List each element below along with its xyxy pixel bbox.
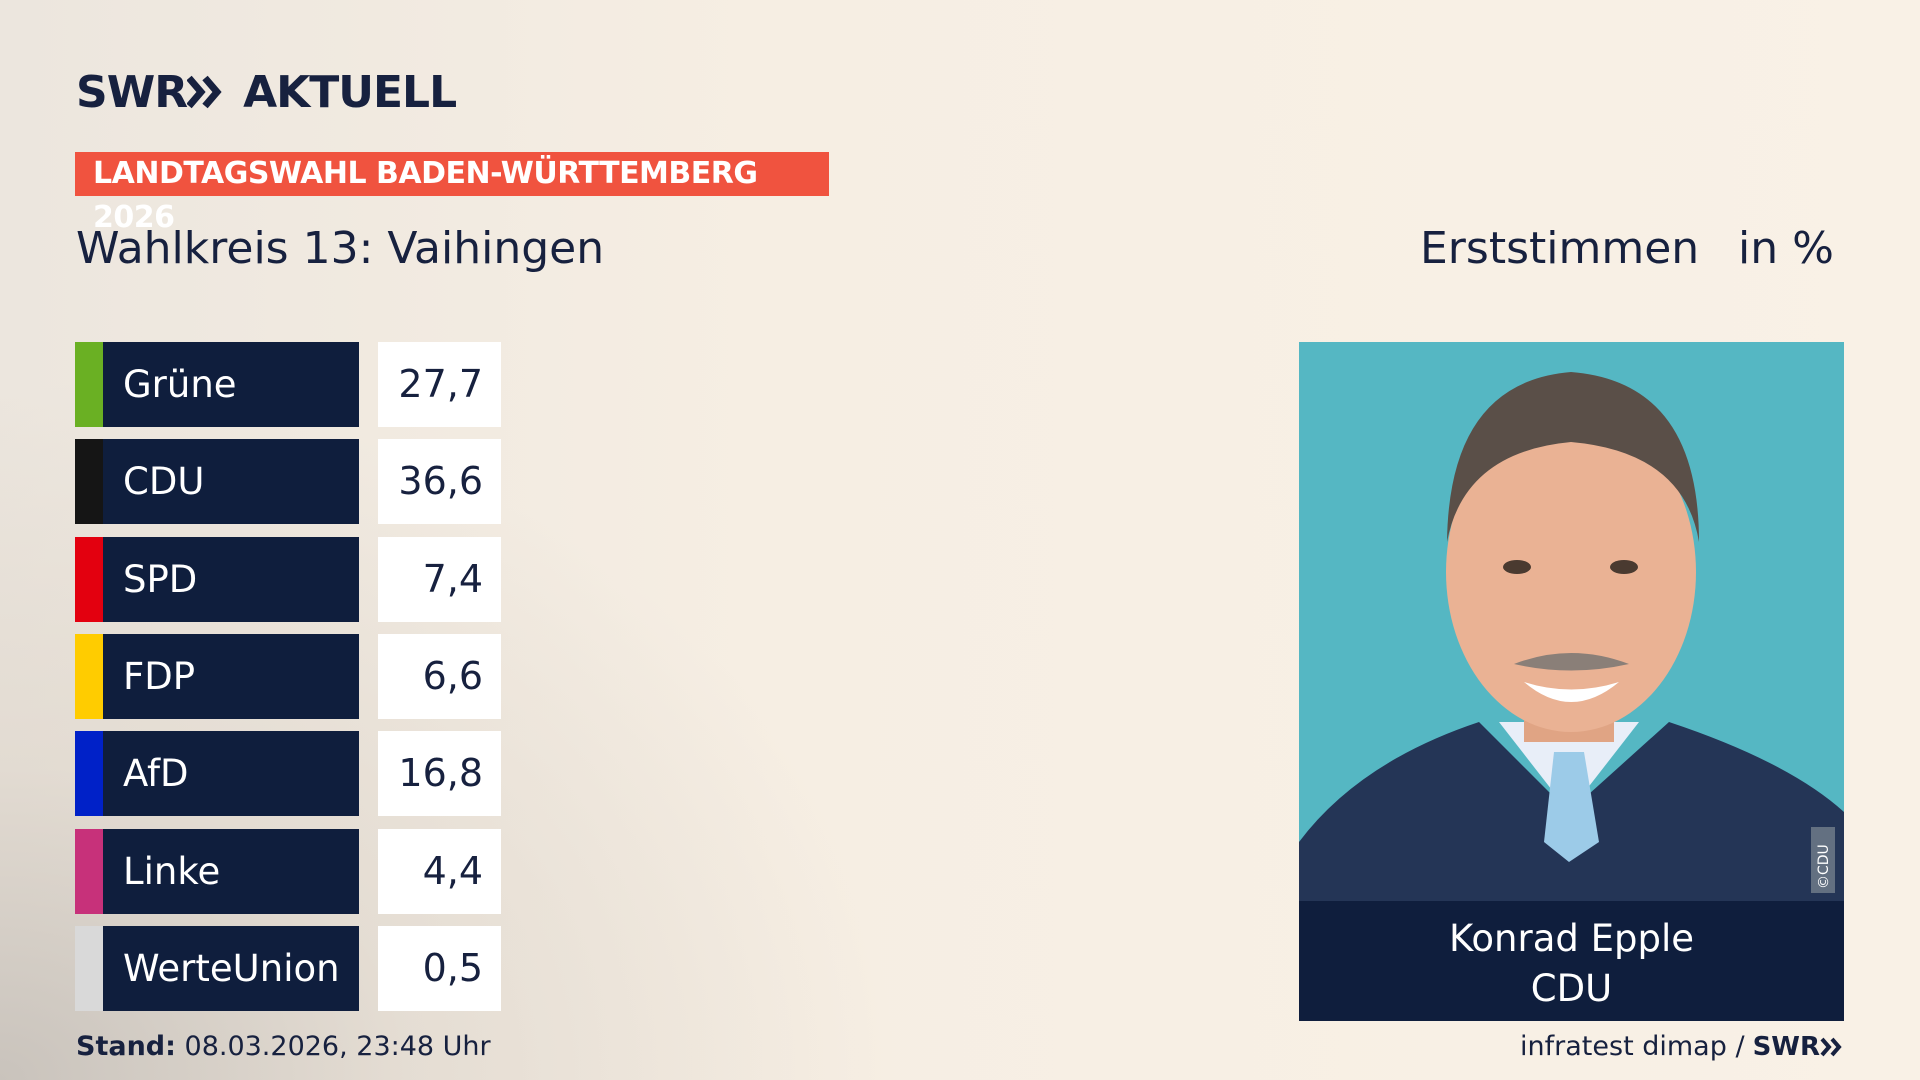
footer-chevrons [1820, 1037, 1842, 1056]
party-color [75, 925, 103, 1011]
result-row: FDP 6,6 [75, 633, 501, 719]
party-name: WerteUnion [103, 925, 359, 1011]
footer-stand: Stand: 08.03.2026, 23:48 Uhr [76, 1031, 491, 1062]
party-name: Grüne [103, 342, 359, 427]
party-color [75, 439, 103, 525]
footer-source: infratest dimap / SWR [1520, 1031, 1844, 1062]
banner: LANDTAGSWAHL BADEN-WÜRTTEMBERG 2026 [75, 152, 829, 235]
logo-text: AKTUELL [243, 66, 457, 118]
district: Wahlkreis 13: Vaihingen [76, 223, 605, 274]
stand-value: 08.03.2026, 23:48 Uhr [184, 1031, 491, 1062]
candidate-name: Konrad Epple [1448, 917, 1695, 960]
logo-text: SWR [76, 66, 188, 118]
party-color [75, 633, 103, 719]
party-value: 7,4 [378, 536, 501, 622]
logo: SWR AKTUELL [76, 66, 457, 118]
footer-logo: SWR [1752, 1031, 1820, 1062]
party-color [75, 731, 103, 817]
unit: in % [1738, 223, 1834, 274]
portrait: ©CDU [1299, 372, 1844, 901]
logo-chevrons [187, 75, 222, 109]
result-row: WerteUnion 0,5 [75, 925, 501, 1011]
party-color [75, 342, 103, 427]
party-name: SPD [103, 536, 359, 622]
source: infratest dimap / [1520, 1031, 1745, 1062]
result-row: SPD 7,4 [75, 536, 501, 622]
party-value: 6,6 [378, 633, 501, 719]
party-value: 4,4 [378, 828, 501, 914]
party-value: 0,5 [378, 925, 501, 1011]
result-row: CDU 36,6 [75, 439, 501, 525]
party-color [75, 536, 103, 622]
party-name: Linke [103, 828, 359, 914]
result-row: AfD 16,8 [75, 731, 501, 817]
party-name: AfD [103, 731, 359, 817]
party-name: FDP [103, 633, 359, 719]
party-value: 36,6 [378, 439, 501, 525]
stand-label: Stand: [76, 1031, 176, 1062]
result-row: Linke 4,4 [75, 828, 501, 914]
candidate-box: Konrad Epple CDU [1299, 901, 1844, 1021]
candidate-photo: ©CDU [1299, 342, 1844, 901]
party-name: CDU [103, 439, 359, 525]
candidate-party: CDU [1530, 967, 1613, 1010]
party-value: 27,7 [378, 342, 501, 427]
photo-credit: ©CDU [1816, 844, 1832, 889]
party-value: 16,8 [378, 731, 501, 817]
party-color [75, 828, 103, 914]
vote-type: Erststimmen [1420, 223, 1700, 274]
result-row: Grüne 27,7 [75, 342, 501, 427]
